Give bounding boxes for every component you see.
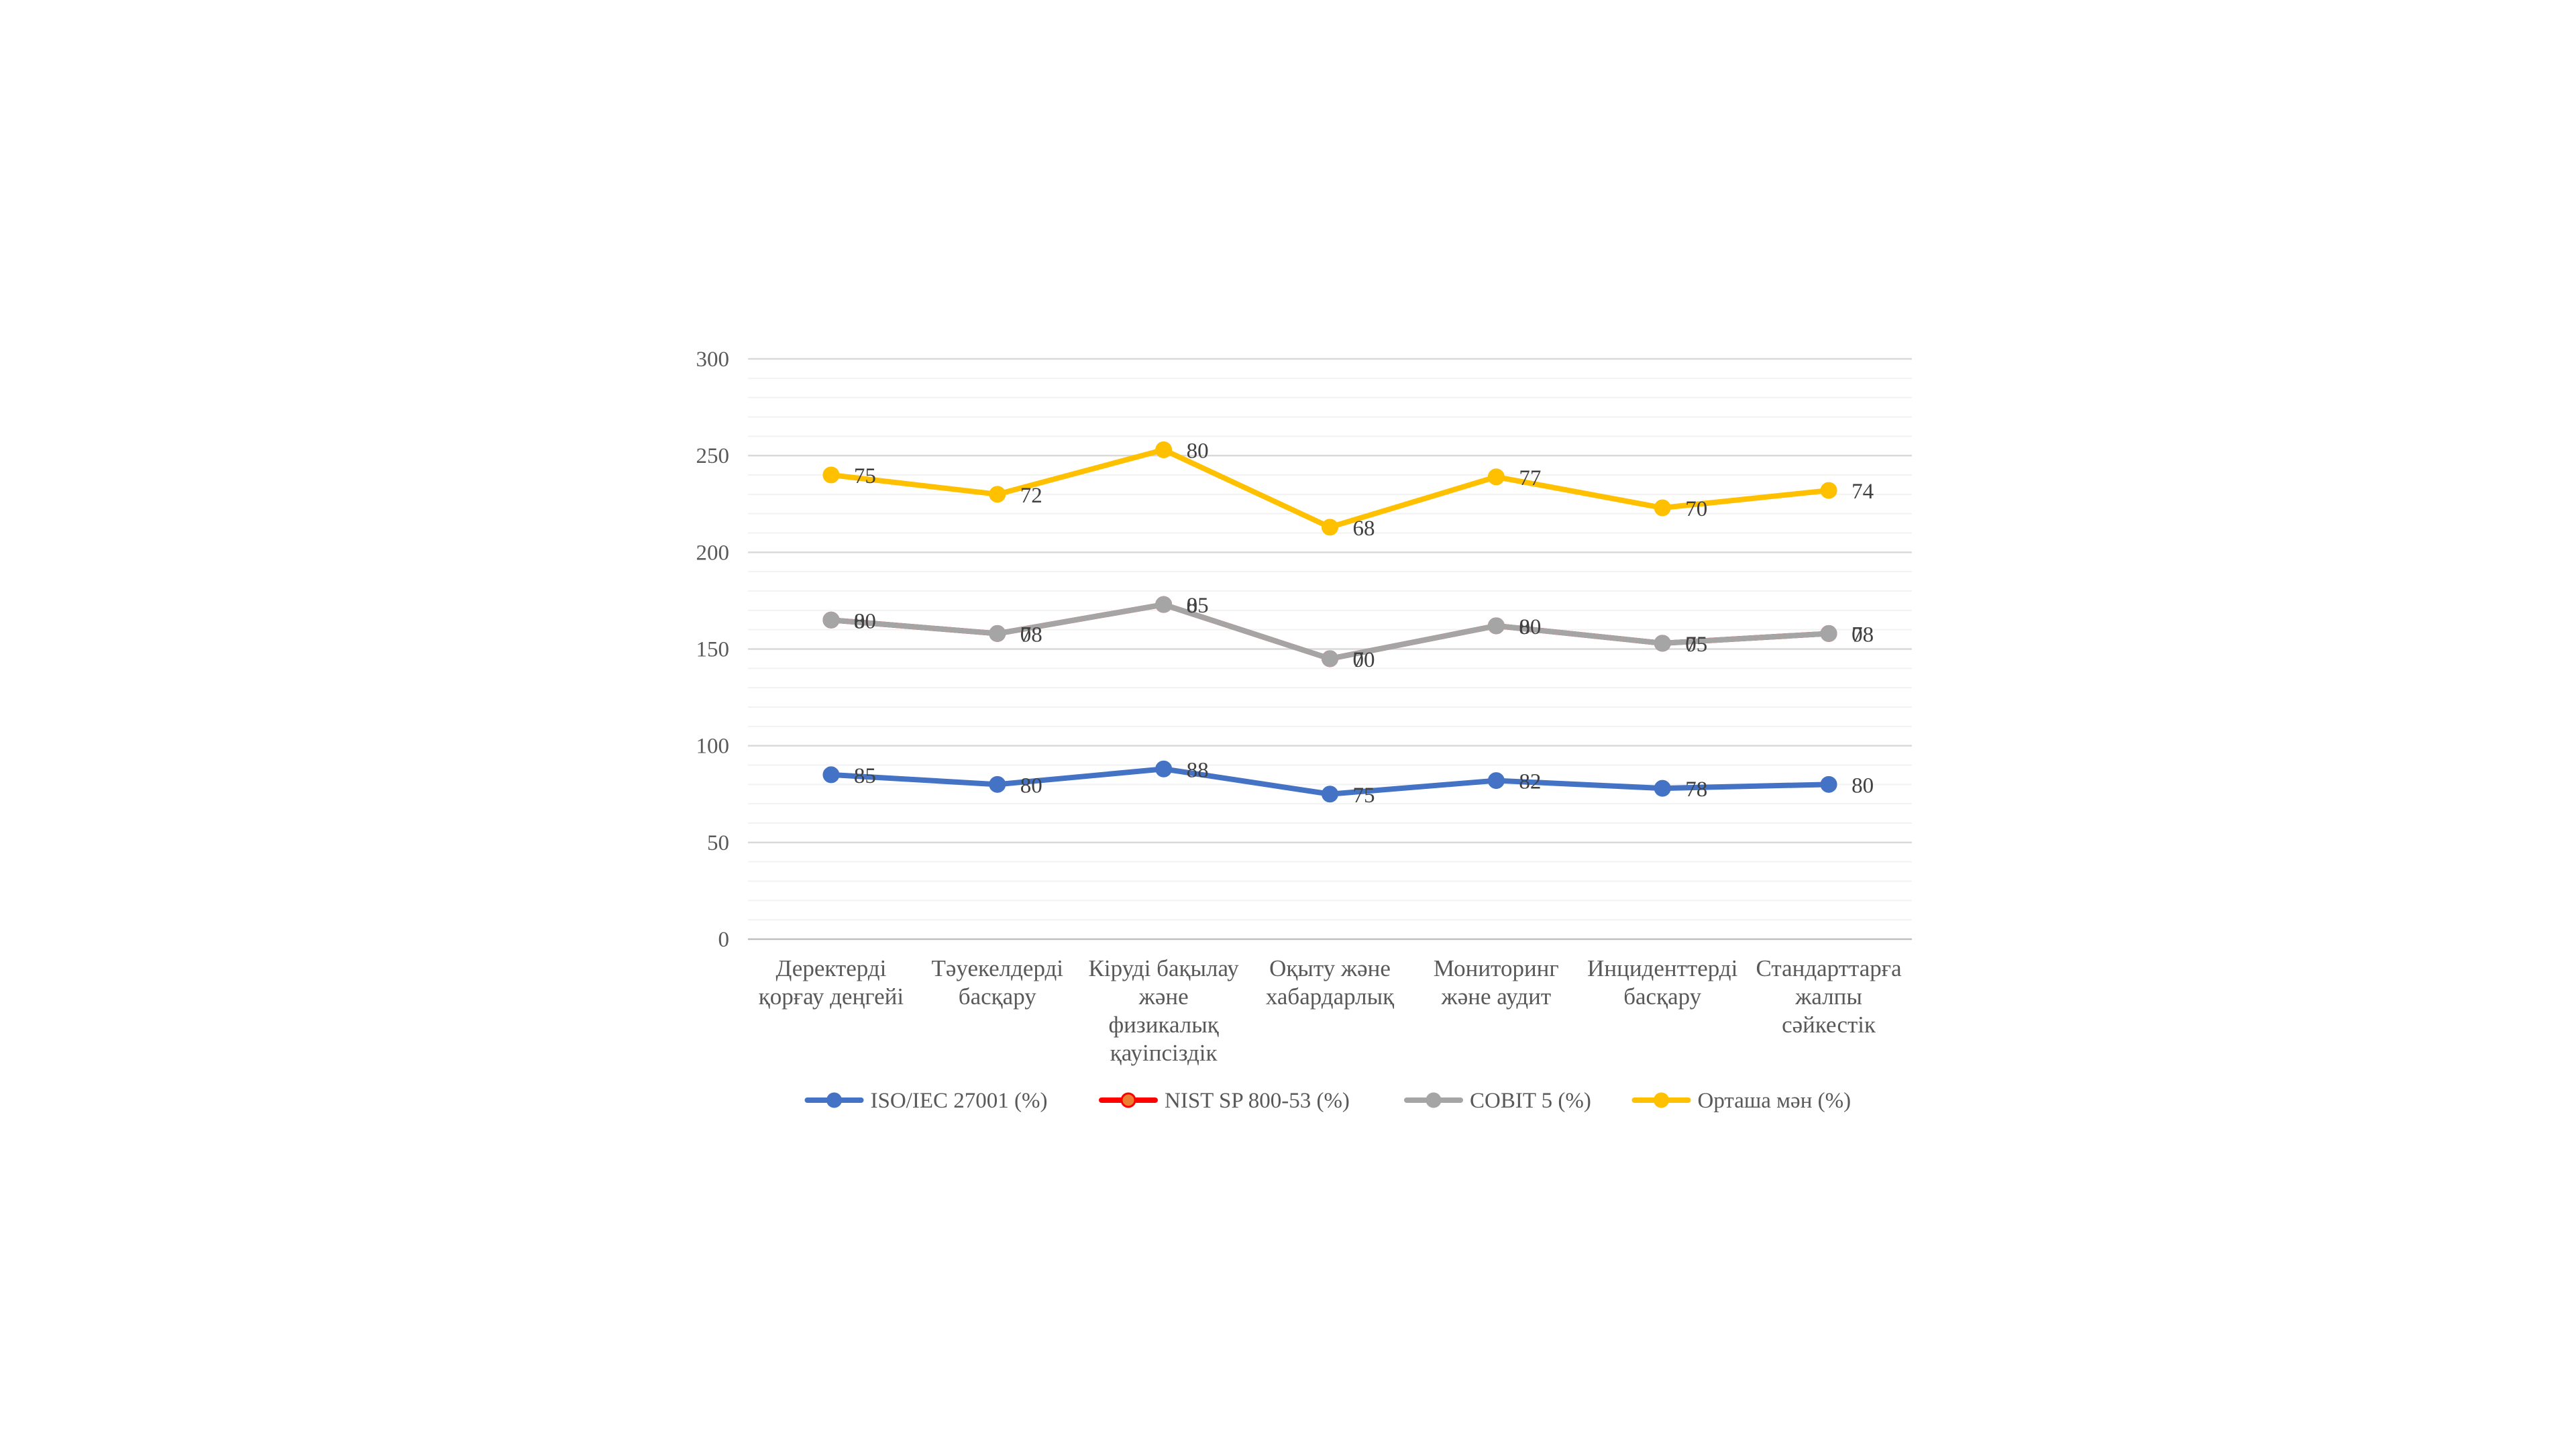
data-label: 75: [1685, 633, 1707, 657]
data-point: [1155, 596, 1173, 613]
data-point: [822, 466, 840, 484]
data-label: 0: [1851, 623, 1863, 647]
legend-swatch-marker: [1120, 1092, 1136, 1108]
data-point: [1487, 468, 1505, 486]
data-point: [1820, 482, 1837, 499]
data-label: 68: [1353, 517, 1375, 541]
legend-label: COBIT 5 (%): [1470, 1089, 1591, 1113]
data-label: 78: [1851, 623, 1874, 647]
legend-swatch-marker: [1426, 1092, 1442, 1108]
x-category-label: Инциденттерді басқару: [1587, 955, 1738, 1010]
data-point: [1322, 519, 1338, 536]
legend-label: Орташа мән (%): [1698, 1089, 1851, 1113]
series: [822, 441, 1837, 803]
x-category-label: Оқыту және хабардарлық: [1266, 955, 1395, 1010]
y-tick-label: 0: [718, 928, 730, 952]
data-point: [1820, 625, 1837, 642]
data-label: 80: [1851, 773, 1874, 798]
data-point: [1487, 617, 1505, 635]
data-point: [1820, 775, 1837, 793]
legend-item-2: COBIT 5 (%): [1404, 1089, 1591, 1113]
x-axis: Деректерді қорғау деңгейі Тәуекелдерді басқ…: [759, 955, 1902, 1066]
data-label: 0: [1519, 615, 1530, 639]
data-label: 75: [854, 464, 876, 488]
legend-swatch-marker: [1654, 1092, 1669, 1108]
series-0: [822, 760, 1837, 803]
data-point: [1155, 760, 1173, 777]
y-tick-label: 50: [707, 831, 729, 855]
data-label: 0: [1685, 633, 1697, 657]
legend-label: ISO/IEC 27001 (%): [871, 1089, 1048, 1113]
data-point: [1654, 780, 1671, 797]
data-label: 80: [854, 609, 876, 633]
y-tick-label: 200: [696, 541, 730, 565]
data-label: 80: [1519, 615, 1541, 639]
data-label: 80: [1187, 439, 1209, 464]
legend-item-3: Орташа мән (%): [1631, 1089, 1851, 1113]
y-tick-label: 100: [696, 735, 730, 759]
legend-swatch-marker: [826, 1092, 842, 1108]
data-point: [822, 611, 840, 629]
data-point: [989, 625, 1006, 642]
data-label: 0: [1020, 623, 1032, 647]
data-point: [989, 486, 1006, 503]
data-label: 72: [1020, 484, 1042, 508]
data-point: [1654, 635, 1671, 652]
data-label: 70: [1685, 497, 1707, 521]
data-point: [1487, 772, 1505, 790]
data-label: 70: [1353, 648, 1375, 672]
x-category-label: Тәуекелдерді басқару: [932, 955, 1064, 1010]
data-label: 78: [1685, 777, 1707, 802]
data-label: 85: [854, 764, 876, 788]
data-point: [1322, 786, 1338, 803]
data-point: [1322, 650, 1338, 667]
legend-item-1: NIST SP 800-53 (%): [1099, 1089, 1350, 1113]
x-category-label: Стандарттарға жалпы сәйкестік: [1756, 955, 1902, 1038]
series-3: [822, 441, 1837, 536]
legend-item-0: ISO/IEC 27001 (%): [804, 1089, 1048, 1113]
data-point: [1654, 499, 1671, 517]
data-label: 0: [854, 609, 865, 633]
data-point: [822, 766, 840, 784]
grid: [748, 358, 1912, 941]
data-label: 0: [1353, 648, 1364, 672]
legend: ISO/IEC 27001 (%) NIST SP 800-53 (%) COBIT…: [804, 1089, 1851, 1113]
x-category-label: Мониторинг және аудит: [1434, 955, 1559, 1010]
data-point: [989, 775, 1006, 793]
y-axis: 0 50 100 150 200 250 300: [696, 347, 730, 952]
x-category-label: Деректерді қорғау деңгейі: [759, 955, 904, 1010]
x-category-label: Кіруді бақылау және физикалық қауіпсіздік: [1089, 955, 1240, 1066]
y-tick-label: 150: [696, 638, 730, 662]
series-line: [828, 447, 1832, 530]
data-label: 0: [1187, 594, 1198, 618]
data-label: 80: [1020, 773, 1042, 798]
data-label: 85: [1187, 594, 1209, 618]
y-tick-label: 300: [696, 347, 730, 372]
data-point: [1155, 441, 1173, 459]
legend-label: NIST SP 800-53 (%): [1165, 1089, 1350, 1113]
series-2: [822, 596, 1837, 667]
data-label: 78: [1020, 623, 1042, 647]
y-tick-label: 250: [696, 444, 730, 468]
data-label: 82: [1519, 770, 1541, 794]
data-label: 75: [1353, 784, 1375, 808]
data-label: 74: [1851, 480, 1874, 504]
data-label: 88: [1187, 758, 1209, 782]
data-label: 77: [1519, 466, 1541, 490]
